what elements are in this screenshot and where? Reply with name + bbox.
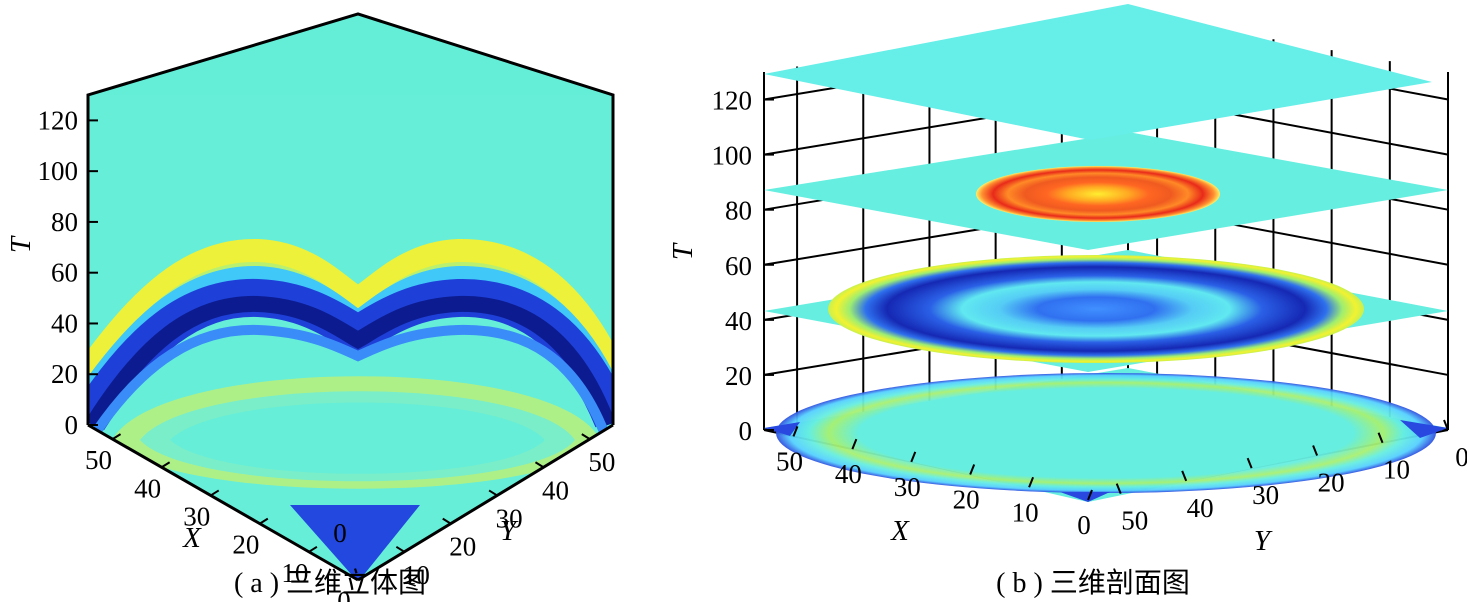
- panel-b-t-tick-label: 80: [725, 196, 752, 226]
- panel-a-y-tick: [581, 433, 591, 440]
- panel-b-x-tick: [969, 464, 976, 475]
- panel-a-y-tick-label: 50: [588, 447, 615, 477]
- panel-b-x-tick-label: 50: [776, 446, 803, 476]
- panel-a-x-tick: [259, 517, 269, 525]
- panel-a-x-tick-label: 20: [232, 530, 259, 560]
- panel-a-y-tick: [488, 489, 498, 497]
- panel-b-x-label: X: [890, 515, 910, 547]
- panel-b-y-axis: 0 10 20 30 40 50: [1115, 419, 1467, 536]
- panel-a-x-tick-label: 50: [85, 445, 112, 475]
- panel-b-y-label: Y: [1254, 525, 1273, 557]
- panel-a-y-axis: 10 20 30 40 50: [395, 433, 615, 590]
- panel-b-y-tick: [1246, 457, 1253, 469]
- panel-a-x-tick-label: 30: [183, 501, 210, 531]
- panel-b-y-tick-label: 0: [1455, 442, 1467, 472]
- slice-t40: [764, 250, 1448, 372]
- panel-a-x-tick-label: 0: [337, 586, 351, 602]
- panel-b-x-axis: 0 10 20 30 40 50: [776, 425, 1093, 540]
- panel-a-y-tick-label: 20: [449, 532, 476, 562]
- panel-b-t-tick-label: 60: [725, 251, 752, 281]
- panel-a-t-tick-label: 0: [65, 410, 79, 440]
- panel-b-t-label: T: [667, 242, 699, 260]
- panel-a-caption: ( a ) 三维立体图: [234, 567, 426, 599]
- slice-t0: [764, 368, 1448, 502]
- panel-a-x-tick: [112, 433, 122, 440]
- panel-b-y-tick-label: 50: [1121, 506, 1148, 536]
- panel-a-front-faces: [88, 95, 613, 580]
- panel-a-t-tick-label: 20: [51, 359, 78, 389]
- panel-a-y-tick-label: 30: [496, 503, 523, 533]
- panel-a-y-tick-label: 10: [403, 560, 430, 590]
- panel-b-y-tick-label: 30: [1252, 480, 1279, 510]
- panel-b-x-tick-label: 10: [1012, 497, 1039, 527]
- panel-a-x-tick: [308, 545, 318, 553]
- panel-b-x-tick: [851, 438, 858, 450]
- panel-b-x-tick-label: 30: [894, 472, 921, 502]
- slice-t120: [764, 4, 1432, 140]
- panel-b-x-tick-label: 0: [1077, 510, 1091, 540]
- panel-b-y-tick: [1312, 445, 1319, 456]
- panel-a-frame: [86, 12, 615, 425]
- panel-b-t-axis: 0 20 40 60 80 100 120: [712, 86, 774, 446]
- panel-b-y-tick-label: 40: [1187, 493, 1214, 523]
- panel-a-y-tick: [395, 545, 405, 553]
- panel-a-x-tick-label: 40: [134, 473, 161, 503]
- panel-a-t-tick-label: 80: [51, 207, 78, 237]
- panel-a-x-tick-label: 10: [281, 558, 308, 588]
- panel-a-t-tick-label: 60: [51, 258, 78, 288]
- panel-a-y-label: Y: [500, 515, 519, 547]
- panel-a-y-tick: [534, 461, 544, 469]
- panel-b-t-tick-label: 100: [712, 141, 753, 171]
- panel-a-t-tick-label: 40: [51, 308, 78, 338]
- panel-b-t-tick-label: 20: [725, 361, 752, 391]
- panel-a-x-label: X: [182, 522, 202, 554]
- panel-a-t-label: T: [5, 235, 37, 253]
- panel-a-x-tick-label: 0: [333, 518, 347, 548]
- panel-b-x-tick: [1087, 489, 1093, 501]
- panel-b-y-tick: [1115, 483, 1122, 495]
- panel-a-x-tick: [357, 574, 367, 581]
- panel-b-y-tick-label: 10: [1383, 455, 1410, 485]
- panel-a-t-tick-label: 120: [38, 105, 79, 135]
- panel-b-y-tick: [1377, 432, 1384, 444]
- panel-b-y-tick: [1443, 419, 1449, 431]
- panel-b-x-tick-label: 20: [953, 485, 980, 515]
- panel-b-t-tick-label: 40: [725, 306, 752, 336]
- panel-b-t-tick-label: 120: [712, 86, 753, 116]
- panel-a-x-tick: [210, 489, 220, 497]
- slice-t80: [764, 132, 1448, 250]
- panel-b-y-tick: [1181, 470, 1188, 482]
- panel-b-x-tick: [910, 451, 917, 463]
- panel-b-caption: ( b ) 三维剖面图: [996, 567, 1190, 599]
- panel-a-y-tick: [442, 517, 452, 525]
- panel-a-x-tick: [161, 461, 171, 469]
- panel-a-t-axis: 0 20 40 60 80 100 120: [38, 105, 98, 440]
- panel-b-x-tick: [1028, 476, 1035, 488]
- panel-b-x-tick-label: 40: [835, 459, 862, 489]
- panel-a-t-tick-label: 100: [38, 156, 79, 186]
- panel-b-x-tick: [792, 425, 799, 437]
- panel-a-x-axis: 0 10 20 30 40 50 0: [85, 433, 367, 602]
- panel-b-t-tick-label: 0: [739, 416, 753, 446]
- panel-a-y-tick-label: 40: [542, 475, 569, 505]
- panel-b-y-tick-label: 20: [1318, 467, 1345, 497]
